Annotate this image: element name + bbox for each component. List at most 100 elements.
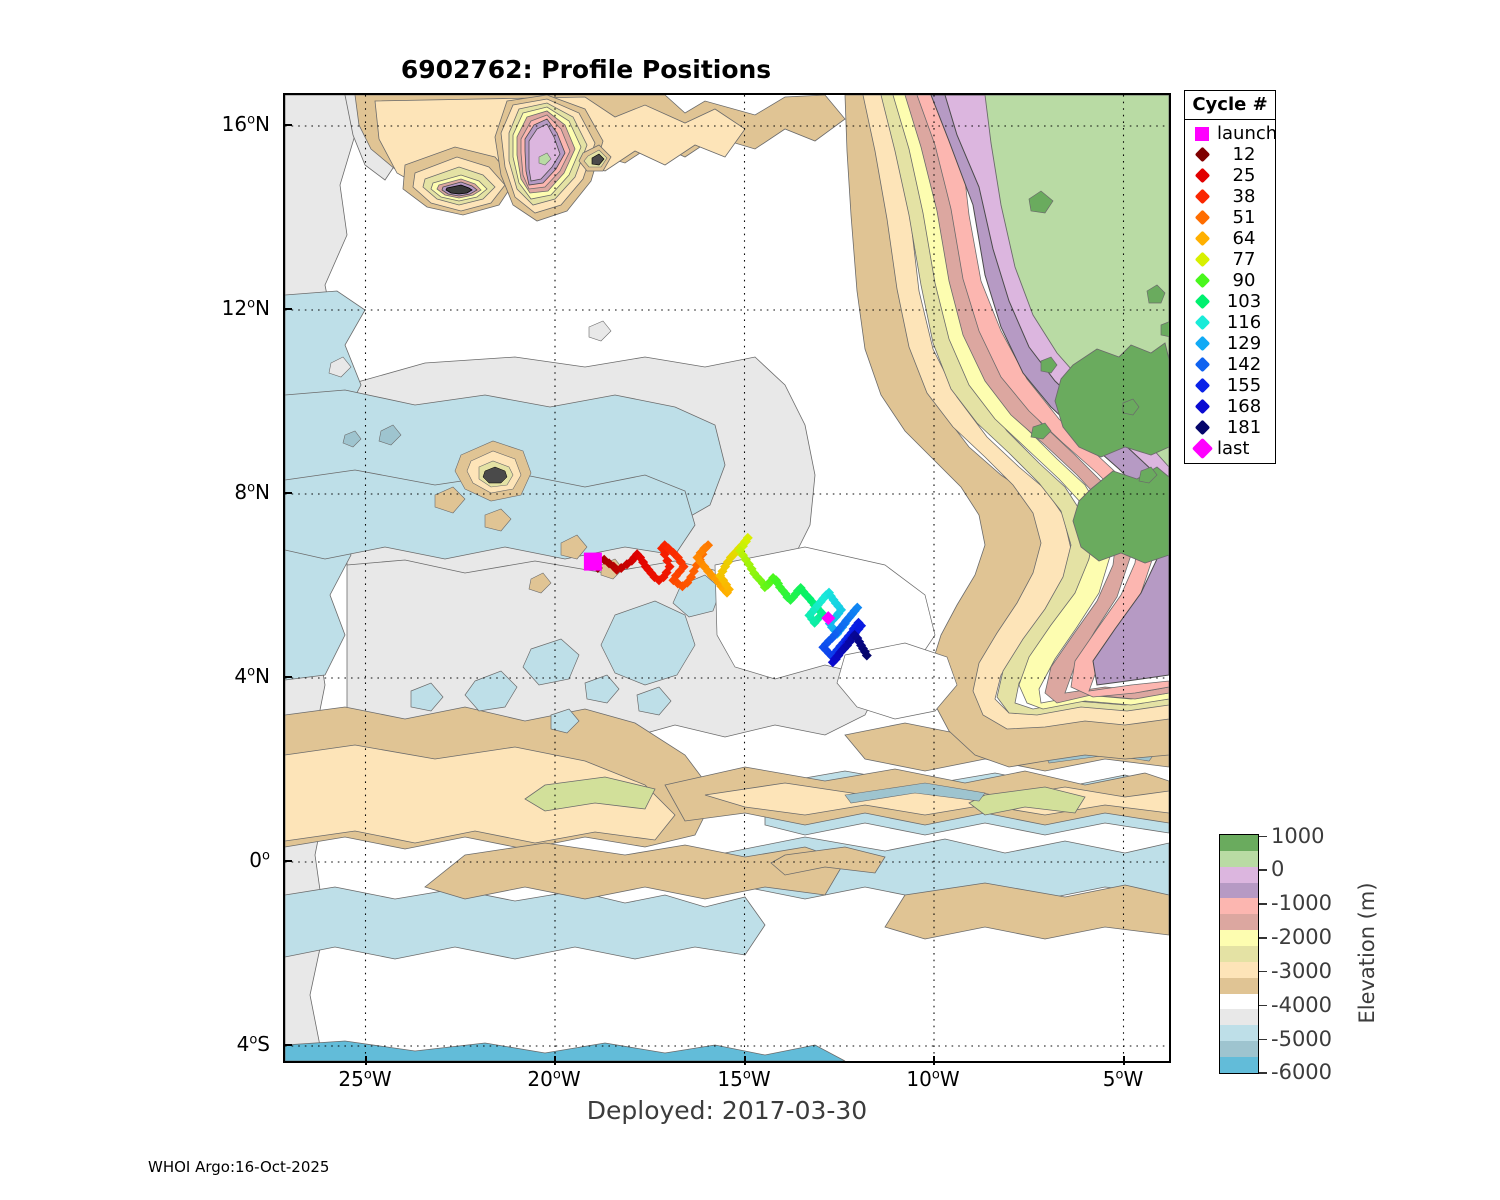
- legend-item-155[interactable]: 155: [1185, 375, 1275, 396]
- legend-item-51[interactable]: 51: [1185, 207, 1275, 228]
- legend-item-90[interactable]: 90: [1185, 270, 1275, 291]
- profile-marker[interactable]: [757, 578, 768, 589]
- y-tick-8n: 8oN: [234, 480, 270, 504]
- colorbar-tickmark-5: [1259, 1004, 1267, 1007]
- profile-marker[interactable]: [788, 592, 799, 603]
- y-tick-16n: 16oN: [221, 112, 270, 136]
- colorbar-band-0: [1220, 835, 1258, 851]
- colorbar-band-13: [1220, 1041, 1258, 1058]
- profile-marker[interactable]: [742, 532, 753, 543]
- colorbar-band-10: [1220, 993, 1258, 1010]
- legend-diamond-marker: [1194, 398, 1210, 415]
- profile-marker[interactable]: [668, 575, 679, 586]
- profile-marker[interactable]: [646, 568, 657, 579]
- last-position-marker[interactable]: [821, 611, 836, 626]
- legend-square-marker: [1195, 126, 1209, 141]
- colorbar-tickmark-6: [1259, 1038, 1267, 1040]
- profile-marker[interactable]: [682, 577, 693, 588]
- profile-marker[interactable]: [658, 572, 669, 583]
- legend-item-last[interactable]: last: [1185, 437, 1275, 460]
- profile-marker[interactable]: [743, 559, 754, 570]
- profile-marker[interactable]: [722, 587, 732, 598]
- elevation-colorbar[interactable]: 1000 0 -1000 -2000 -3000 -4000 -5000 -6000 Elev…: [1219, 824, 1379, 1084]
- profile-marker[interactable]: [765, 576, 776, 587]
- cycle-legend[interactable]: Cycle # launch 12 25 38 51 64 77 90 103 116 129 142…: [1184, 90, 1277, 464]
- profile-marker[interactable]: [737, 550, 748, 561]
- legend-item-25[interactable]: 25: [1185, 165, 1275, 186]
- legend-item-label: 51: [1232, 207, 1256, 228]
- legend-diamond-marker: [1194, 146, 1210, 163]
- profile-marker[interactable]: [722, 557, 733, 568]
- map-plot-area[interactable]: [283, 93, 1171, 1063]
- legend-item-129[interactable]: 129: [1185, 333, 1275, 354]
- profile-marker[interactable]: [621, 559, 632, 570]
- colorbar-band-11: [1220, 1009, 1258, 1026]
- profile-marker[interactable]: [677, 581, 688, 592]
- profile-marker[interactable]: [828, 594, 839, 605]
- x-tickmark-10w: [933, 1056, 935, 1065]
- profile-marker[interactable]: [861, 650, 872, 661]
- legend-item-label: 64: [1232, 228, 1256, 249]
- x-tickmark-5w: [1123, 1056, 1125, 1065]
- legend-item-38[interactable]: 38: [1185, 186, 1275, 207]
- legend-item-label: last: [1217, 438, 1250, 459]
- colorbar-band-12: [1220, 1025, 1258, 1042]
- colorbar-tickmark-2: [1259, 903, 1267, 905]
- profile-marker[interactable]: [749, 568, 760, 579]
- legend-item-142[interactable]: 142: [1185, 354, 1275, 375]
- y-tick-4s: 4oS: [236, 1032, 270, 1056]
- profile-marker[interactable]: [706, 570, 717, 581]
- colorbar-band-4: [1220, 898, 1258, 915]
- legend-diamond-marker: [1194, 293, 1210, 310]
- colorbar-ticklabel-7: -6000: [1271, 1060, 1333, 1085]
- colorbar-tickmark-3: [1259, 937, 1267, 939]
- legend-item-168[interactable]: 168: [1185, 396, 1275, 417]
- footer-credit: WHOI Argo:16-Oct-2025: [148, 1158, 330, 1176]
- legend-item-77[interactable]: 77: [1185, 249, 1275, 270]
- y-tickmark-4n: [283, 676, 292, 678]
- x-tick-5w: 5oW: [1102, 1067, 1144, 1091]
- legend-item-12[interactable]: 12: [1185, 144, 1275, 165]
- x-tick-15w: 15oW: [717, 1067, 771, 1091]
- legend-item-label: 142: [1226, 354, 1262, 375]
- profile-marker[interactable]: [740, 554, 751, 565]
- legend-diamond-marker: [1194, 314, 1210, 331]
- legend-item-116[interactable]: 116: [1185, 312, 1275, 333]
- legend-diamond-marker: [1194, 167, 1210, 184]
- colorbar-ticklabel-1: 0: [1271, 857, 1285, 882]
- legend-item-launch[interactable]: launch: [1185, 123, 1277, 144]
- colorbar-band-1: [1220, 850, 1258, 867]
- colorbar-ticklabel-2: -1000: [1271, 891, 1333, 916]
- launch-marker[interactable]: [583, 552, 602, 571]
- last-diamond[interactable]: [821, 611, 836, 626]
- colorbar-band-9: [1220, 977, 1258, 994]
- colorbar-ticklabel-4: -3000: [1271, 958, 1333, 983]
- y-tick-4n: 4oN: [234, 664, 270, 688]
- profile-marker[interactable]: [672, 578, 683, 589]
- profile-marker[interactable]: [699, 543, 710, 554]
- x-tick-10w: 10oW: [906, 1067, 960, 1091]
- launch-square[interactable]: [583, 552, 602, 571]
- colorbar-band-2: [1220, 866, 1258, 883]
- legend-item-64[interactable]: 64: [1185, 228, 1275, 249]
- profile-marker[interactable]: [695, 547, 706, 558]
- colorbar-band-8: [1220, 961, 1258, 978]
- legend-diamond-marker-large: [1191, 437, 1213, 460]
- profile-marker[interactable]: [703, 540, 714, 551]
- colorbar-tickmark-0: [1259, 835, 1267, 837]
- profile-marker[interactable]: [668, 547, 679, 558]
- profile-marker[interactable]: [664, 561, 675, 572]
- legend-item-label: 155: [1226, 375, 1262, 396]
- colorbar-band-6: [1220, 930, 1258, 947]
- x-tickmark-20w: [554, 1056, 556, 1065]
- profile-marker[interactable]: [672, 552, 683, 563]
- profile-marker[interactable]: [759, 582, 770, 593]
- profile-marker[interactable]: [663, 543, 674, 554]
- profile-marker[interactable]: [629, 552, 640, 563]
- x-tick-25w: 25oW: [338, 1067, 392, 1091]
- legend-item-181[interactable]: 181: [1185, 417, 1275, 438]
- legend-item-103[interactable]: 103: [1185, 291, 1275, 312]
- profile-marker[interactable]: [643, 564, 654, 575]
- legend-item-label: 129: [1226, 333, 1262, 354]
- profile-marker[interactable]: [777, 585, 788, 596]
